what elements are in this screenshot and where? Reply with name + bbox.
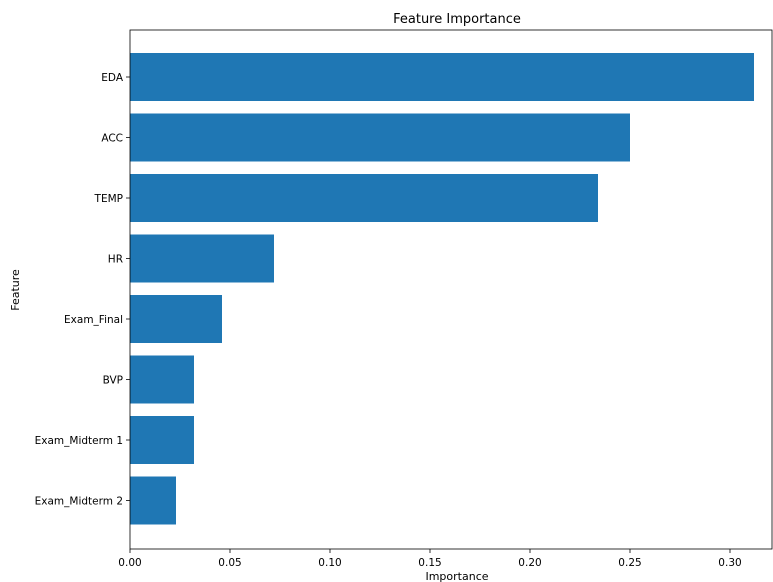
x-axis-ticks: 0.00 0.05 0.10 0.15 0.20 0.25 0.30 <box>118 549 742 569</box>
bar <box>130 113 630 162</box>
y-tick-label: Exam_Midterm 1 <box>35 435 123 447</box>
x-tick-label: 0.25 <box>618 557 641 569</box>
x-tick-label: 0.20 <box>518 557 541 569</box>
bar <box>130 234 274 283</box>
y-axis-label: Feature <box>9 269 22 311</box>
y-tick-label: BVP <box>103 375 123 387</box>
y-tick-label: HR <box>108 254 123 266</box>
plot-frame <box>129 29 773 550</box>
x-tick-label: 0.30 <box>718 557 741 569</box>
x-axis-label: Importance <box>425 570 488 582</box>
bar <box>130 295 222 343</box>
x-tick-label: 0.05 <box>218 557 241 569</box>
y-tick-label: EDA <box>101 72 124 84</box>
chart-title: Feature Importance <box>393 12 521 27</box>
y-tick-label: Exam_Midterm 2 <box>35 496 123 508</box>
bar <box>130 476 176 525</box>
y-tick-label: Exam_Final <box>64 314 123 326</box>
bar <box>130 174 598 222</box>
bar <box>130 355 194 404</box>
y-tick-label: ACC <box>101 133 123 145</box>
bars-group <box>130 53 754 525</box>
x-tick-label: 0.00 <box>118 557 141 569</box>
x-tick-label: 0.15 <box>418 557 441 569</box>
x-tick-label: 0.10 <box>318 557 341 569</box>
bar <box>130 416 194 464</box>
bar <box>130 53 754 101</box>
y-tick-label: TEMP <box>94 193 123 205</box>
y-axis-ticks: EDA ACC TEMP HR Exam_Final BVP Exam_Midterm 1 E… <box>35 72 130 508</box>
